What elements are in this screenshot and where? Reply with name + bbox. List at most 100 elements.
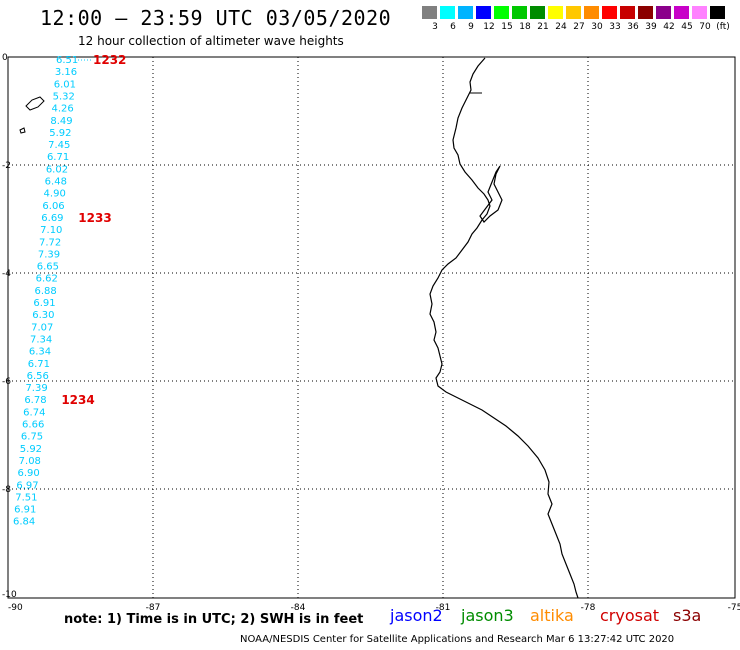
- colorbar-swatch: [566, 6, 581, 19]
- colorbar-swatch: [512, 6, 527, 19]
- wave-height-value: 6.71: [28, 359, 50, 370]
- satellite-legend-item: altika: [530, 606, 574, 625]
- satellite-legend-item: s3a: [673, 606, 702, 625]
- colorbar-swatch: [458, 6, 473, 19]
- lat-tick-label: -10: [2, 590, 17, 600]
- wave-height-value: 6.01: [54, 79, 76, 90]
- lat-tick-label: -8: [2, 485, 11, 495]
- wave-height-value: 6.91: [14, 505, 36, 516]
- map-axes: 0 -2 -4 -6 -8 -10 -90 -87 -84 -81 -78 -75: [2, 53, 740, 613]
- footer-note: note: 1) Time is in UTC; 2) SWH is in fe…: [64, 612, 364, 627]
- wave-height-value: 5.92: [49, 128, 71, 139]
- lon-tick-label: -87: [146, 603, 161, 613]
- lat-tick-label: -6: [2, 377, 11, 387]
- wave-height-value: 6.66: [22, 420, 44, 431]
- wave-height-value: 6.90: [18, 468, 40, 479]
- wave-height-value: 6.91: [33, 298, 55, 309]
- time-labels: 1232 1233 1234: [61, 53, 126, 407]
- colorbar-label: 12: [483, 22, 495, 32]
- colorbar-label: 24: [555, 22, 567, 32]
- colorbar-label: 27: [573, 22, 585, 32]
- bay-outline: [479, 165, 503, 223]
- colorbar-label: 15: [501, 22, 513, 32]
- time-label: 1232: [93, 53, 126, 67]
- satellite-legend-item: cryosat: [600, 606, 660, 625]
- wave-height-value: 5.92: [20, 444, 42, 455]
- colorbar-swatch: [602, 6, 617, 19]
- colorbar-label: 36: [627, 22, 639, 32]
- colorbar-swatch: [692, 6, 707, 19]
- colorbar-label: 18: [519, 22, 531, 32]
- wave-height-value: 5.32: [53, 91, 75, 102]
- wave-height-value: 6.78: [24, 395, 46, 406]
- colorbar-swatch: [494, 6, 509, 19]
- wave-height-value: 6.34: [29, 347, 51, 358]
- colorbar-label: 6: [450, 22, 456, 32]
- wave-height-value: 6.51: [56, 55, 78, 66]
- colorbar-swatch: [674, 6, 689, 19]
- colorbar-label: 30: [591, 22, 603, 32]
- island-2: [19, 127, 26, 134]
- wave-height-value: 3.16: [55, 67, 77, 78]
- colorbar-swatch: [584, 6, 599, 19]
- wave-height-value: 6.75: [21, 432, 43, 443]
- colorbar-label: 33: [609, 22, 621, 32]
- colorbar-swatch: [710, 6, 725, 19]
- wave-height-value: 7.39: [38, 249, 60, 260]
- colorbar-swatch: [422, 6, 437, 19]
- colorbar-swatch: [530, 6, 545, 19]
- wave-height-value: 6.48: [45, 177, 67, 188]
- wave-height-value: 6.97: [16, 480, 38, 491]
- wave-height-value: 6.56: [27, 371, 49, 382]
- altimeter-track: 6.513.166.015.324.268.495.927.456.716.02…: [13, 55, 92, 528]
- wave-height-value: 7.39: [25, 383, 47, 394]
- time-label: 1233: [78, 211, 111, 225]
- colorbar-label: (ft): [716, 22, 730, 32]
- wave-height-value: 7.72: [39, 237, 61, 248]
- lon-tick-label: -84: [291, 603, 306, 613]
- time-label: 1234: [61, 393, 94, 407]
- colorbar-swatch: [656, 6, 671, 19]
- credit-line: NOAA/NESDIS Center for Satellite Applica…: [240, 634, 675, 645]
- wave-height-value: 7.51: [15, 492, 37, 503]
- colorbar-label: 70: [699, 22, 711, 32]
- colorbar-label: 21: [537, 22, 549, 32]
- colorbar-label: 39: [645, 22, 657, 32]
- satellite-legend-item: jason3: [461, 606, 514, 625]
- map-frame: [7, 56, 736, 599]
- lon-tick-label: -81: [436, 603, 451, 613]
- wave-height-value: 6.62: [36, 274, 58, 285]
- island-1: [25, 96, 45, 111]
- wave-height-value: 6.88: [35, 286, 57, 297]
- colorbar-label: 9: [468, 22, 474, 32]
- colorbar-swatch: [620, 6, 635, 19]
- colorbar-swatch: [476, 6, 491, 19]
- wave-height-value: 4.26: [51, 104, 73, 115]
- satellite-legend-item: jason2: [390, 606, 443, 625]
- coastline: [429, 57, 579, 599]
- colorbar-swatch: [638, 6, 653, 19]
- wave-height-value: 7.34: [30, 334, 52, 345]
- map-subtitle: 12 hour collection of altimeter wave hei…: [78, 34, 344, 48]
- wave-height-value: 8.49: [50, 116, 72, 127]
- map-title: 12:00 – 23:59 UTC 03/05/2020: [40, 6, 392, 30]
- wave-height-value: 6.30: [32, 310, 54, 321]
- wave-height-value: 6.71: [47, 152, 69, 163]
- wave-height-value: 7.07: [31, 322, 53, 333]
- colorbar-label: 45: [681, 22, 693, 32]
- lat-tick-label: -2: [2, 161, 11, 171]
- colorbar-label: 42: [663, 22, 675, 32]
- lat-tick-label: 0: [2, 53, 8, 63]
- colorbar-swatch: [440, 6, 455, 19]
- lon-tick-label: -78: [581, 603, 596, 613]
- lon-tick-label: -90: [8, 603, 23, 613]
- lon-tick-label: -75: [728, 603, 740, 613]
- wave-height-value: 4.90: [44, 189, 66, 200]
- wave-height-value: 6.65: [37, 262, 59, 273]
- colorbar-swatch: [548, 6, 563, 19]
- wave-height-value: 7.08: [19, 456, 41, 467]
- lat-tick-label: -4: [2, 269, 11, 279]
- map-grid: [8, 57, 735, 598]
- wave-height-value: 7.45: [48, 140, 70, 151]
